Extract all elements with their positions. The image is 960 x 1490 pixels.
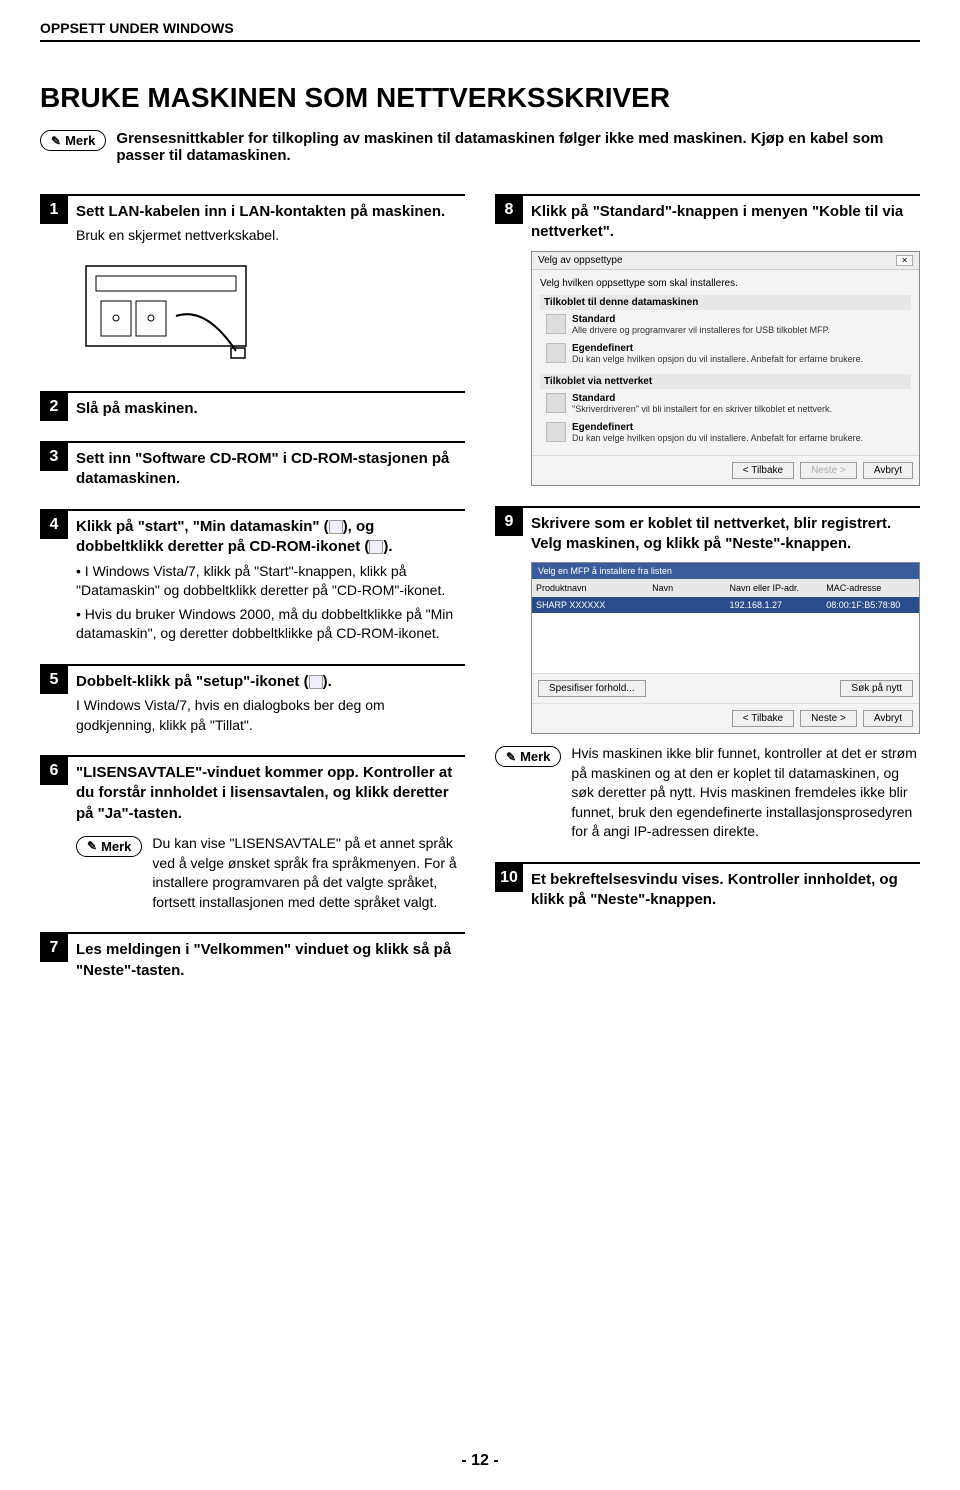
header-rule xyxy=(40,40,920,42)
cell-name xyxy=(648,598,725,612)
step-bullet: • Hvis du bruker Windows 2000, må du dob… xyxy=(76,605,465,644)
cancel-button[interactable]: Avbryt xyxy=(863,462,913,479)
step-title: Sett inn "Software CD-ROM" i CD-ROM-stas… xyxy=(76,449,465,490)
option-desc: Alle drivere og programvarer vil install… xyxy=(572,325,830,335)
merk-text: Du kan vise "LISENSAVTALE" på et annet s… xyxy=(152,834,465,912)
step-number: 5 xyxy=(40,666,68,694)
section-header: OPPSETT UNDER WINDOWS xyxy=(40,20,920,36)
cancel-button[interactable]: Avbryt xyxy=(863,710,913,727)
dialog-section-label: Tilkoblet til denne datamaskinen xyxy=(540,295,911,310)
step-3: 3 Sett inn "Software CD-ROM" i CD-ROM-st… xyxy=(40,441,465,490)
dialog-title: Velg en MFP å installere fra listen xyxy=(532,563,919,579)
table-row[interactable]: SHARP XXXXXX 192.168.1.27 08:00:1F:B5:78… xyxy=(532,597,919,613)
table-header: Produktnavn Navn Navn eller IP-adr. MAC-… xyxy=(532,579,919,597)
pencil-icon: ✎ xyxy=(506,750,516,764)
step-title: Les meldingen i "Velkommen" vinduet og k… xyxy=(76,940,465,981)
step-body: Bruk en skjermet nettverkskabel. xyxy=(76,226,465,246)
step-body: I Windows Vista/7, hvis en dialogboks be… xyxy=(76,696,465,735)
step-10: 10 Et bekreftelsesvindu vises. Kontrolle… xyxy=(495,862,920,911)
step-6: 6 "LISENSAVTALE"-vinduet kommer opp. Kon… xyxy=(40,755,465,912)
dialog-instruction: Velg hvilken oppsettype som skal install… xyxy=(540,278,911,289)
col-name: Navn xyxy=(648,581,725,595)
cell-ip: 192.168.1.27 xyxy=(725,598,822,612)
step-number: 10 xyxy=(495,864,523,892)
my-computer-icon xyxy=(329,520,343,534)
printer-icon xyxy=(546,314,566,334)
option-custom-network[interactable]: Egendefinert Du kan velge hvilken opsjon… xyxy=(540,418,911,447)
step-title: Skrivere som er koblet til nettverket, b… xyxy=(531,514,920,555)
setup-type-dialog: Velg av oppsettype ✕ Velg hvilken oppset… xyxy=(531,251,920,486)
option-standard-network[interactable]: Standard "Skriverdriveren" vil bli insta… xyxy=(540,389,911,418)
col-mac: MAC-adresse xyxy=(822,581,919,595)
step-title: Dobbelt-klikk på "setup"-ikonet (). xyxy=(76,672,332,692)
merk-label: Merk xyxy=(520,749,550,764)
step-number: 7 xyxy=(40,934,68,962)
option-title: Egendefinert xyxy=(572,422,863,433)
merk-badge: ✎ Merk xyxy=(76,836,142,857)
back-button[interactable]: < Tilbake xyxy=(732,462,794,479)
option-desc: Du kan velge hvilken opsjon du vil insta… xyxy=(572,354,863,364)
page-title: BRUKE MASKINEN SOM NETTVERKSSKRIVER xyxy=(40,82,920,114)
next-button[interactable]: Neste > xyxy=(800,710,857,727)
step-title: Et bekreftelsesvindu vises. Kontroller i… xyxy=(531,870,920,911)
cell-product: SHARP XXXXXX xyxy=(532,598,648,612)
step-number: 4 xyxy=(40,511,68,539)
next-button[interactable]: Neste > xyxy=(800,462,857,479)
step-8: 8 Klikk på "Standard"-knappen i menyen "… xyxy=(495,194,920,486)
option-title: Egendefinert xyxy=(572,343,863,354)
cdrom-icon xyxy=(369,540,383,554)
back-button[interactable]: < Tilbake xyxy=(732,710,794,727)
intro-text: Grensesnittkabler for tilkopling av mask… xyxy=(116,130,920,164)
option-title: Standard xyxy=(572,393,832,404)
step-7: 7 Les meldingen i "Velkommen" vinduet og… xyxy=(40,932,465,981)
option-custom-local[interactable]: Egendefinert Du kan velge hvilken opsjon… xyxy=(540,339,911,368)
col-ip: Navn eller IP-adr. xyxy=(725,581,822,595)
step-title: Slå på maskinen. xyxy=(76,399,198,419)
merk-badge: ✎ Merk xyxy=(495,746,561,767)
cell-mac: 08:00:1F:B5:78:80 xyxy=(822,598,919,612)
right-column: 8 Klikk på "Standard"-knappen i menyen "… xyxy=(495,194,920,1001)
dialog-title: Velg av oppsettype xyxy=(538,255,623,266)
option-desc: Du kan velge hvilken opsjon du vil insta… xyxy=(572,433,863,443)
step-title: Klikk på "Standard"-knappen i menyen "Ko… xyxy=(531,202,920,243)
step-title: Klikk på "start", "Min datamaskin" (), o… xyxy=(76,517,465,558)
custom-icon xyxy=(546,422,566,442)
pencil-icon: ✎ xyxy=(87,839,97,853)
pencil-icon: ✎ xyxy=(51,134,61,148)
step-bullet: • I Windows Vista/7, klikk på "Start"-kn… xyxy=(76,562,465,601)
step-9: 9 Skrivere som er koblet til nettverket,… xyxy=(495,506,920,842)
page-number: - 12 - xyxy=(0,1452,960,1470)
col-product: Produktnavn xyxy=(532,581,648,595)
search-again-button[interactable]: Søk på nytt xyxy=(840,680,913,697)
network-printer-icon xyxy=(546,393,566,413)
step-4: 4 Klikk på "start", "Min datamaskin" (),… xyxy=(40,509,465,644)
merk-label: Merk xyxy=(101,839,131,854)
dialog-section-label: Tilkoblet via nettverket xyxy=(540,374,911,389)
setup-icon xyxy=(309,675,323,689)
step-title: "LISENSAVTALE"-vinduet kommer opp. Kontr… xyxy=(76,763,465,824)
step-number: 9 xyxy=(495,508,523,536)
printer-illustration xyxy=(76,256,465,371)
option-standard-local[interactable]: Standard Alle drivere og programvarer vi… xyxy=(540,310,911,339)
step-title: Sett LAN-kabelen inn i LAN-kontakten på … xyxy=(76,202,445,222)
select-mfp-dialog: Velg en MFP å installere fra listen Prod… xyxy=(531,562,920,734)
custom-icon xyxy=(546,343,566,363)
step-number: 8 xyxy=(495,196,523,224)
merk-badge: ✎ Merk xyxy=(40,130,106,151)
close-icon[interactable]: ✕ xyxy=(896,255,913,266)
step-number: 3 xyxy=(40,443,68,471)
merk-text: Hvis maskinen ikke blir funnet, kontroll… xyxy=(571,744,920,842)
merk-label: Merk xyxy=(65,133,95,148)
step-number: 1 xyxy=(40,196,68,224)
left-column: 1 Sett LAN-kabelen inn i LAN-kontakten p… xyxy=(40,194,465,1001)
step-2: 2 Slå på maskinen. xyxy=(40,391,465,421)
specify-button[interactable]: Spesifiser forhold... xyxy=(538,680,646,697)
step-1: 1 Sett LAN-kabelen inn i LAN-kontakten p… xyxy=(40,194,465,371)
step-5: 5 Dobbelt-klikk på "setup"-ikonet (). I … xyxy=(40,664,465,735)
step-number: 2 xyxy=(40,393,68,421)
step-number: 6 xyxy=(40,757,68,785)
option-title: Standard xyxy=(572,314,830,325)
option-desc: "Skriverdriveren" vil bli installert for… xyxy=(572,404,832,414)
